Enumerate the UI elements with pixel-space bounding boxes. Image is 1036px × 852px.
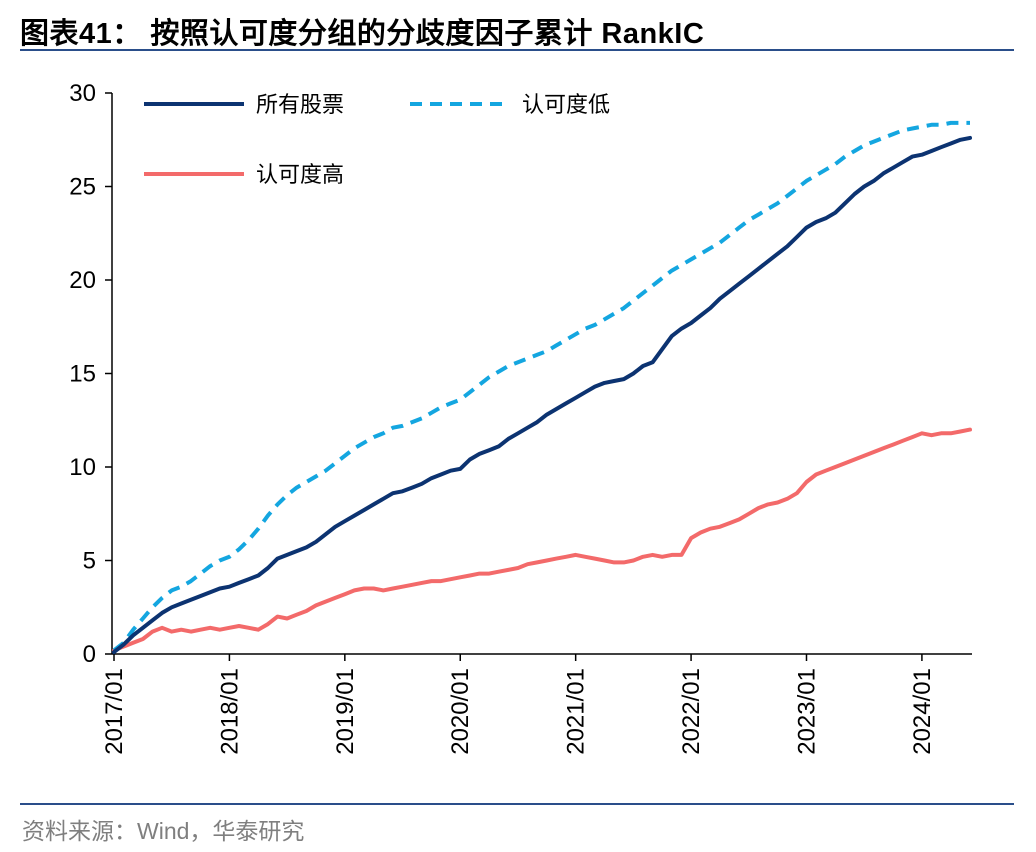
legend-label-3: 认可度高 bbox=[256, 163, 344, 188]
x-tick-label: 2017/01 bbox=[101, 668, 128, 755]
y-tick-label: 10 bbox=[69, 454, 96, 481]
x-tick-label: 2020/01 bbox=[447, 668, 474, 755]
x-tick-label: 2023/01 bbox=[793, 668, 820, 755]
legend-label-2: 认可度低 bbox=[522, 93, 610, 118]
chart-series bbox=[112, 120, 972, 655]
y-tick-label: 20 bbox=[69, 267, 96, 294]
source-note: 资料来源：Wind，华泰研究 bbox=[22, 818, 305, 844]
title-divider bbox=[20, 49, 1014, 51]
chart-axes: 0 5 10 15 20 25 30 2017/01 2018/01 2019/01 2020/01… bbox=[69, 80, 972, 755]
y-tick-label: 30 bbox=[69, 80, 96, 107]
x-tick-label: 2024/01 bbox=[909, 668, 936, 755]
chart-title: 图表41： 按照认可度分组的分歧度因子累计 RankIC bbox=[20, 18, 705, 50]
x-tick-label: 2022/01 bbox=[678, 668, 705, 755]
legend-label-1: 所有股票 bbox=[256, 93, 344, 118]
series-line-2 bbox=[112, 120, 970, 652]
y-tick-label: 15 bbox=[69, 361, 96, 388]
series-line-1 bbox=[112, 135, 972, 655]
source-divider bbox=[20, 803, 1014, 805]
x-tick-label: 2018/01 bbox=[216, 668, 243, 755]
y-tick-label: 25 bbox=[69, 174, 96, 201]
x-tick-label: 2019/01 bbox=[332, 668, 359, 755]
x-tick-label: 2021/01 bbox=[563, 668, 590, 755]
y-tick-label: 5 bbox=[83, 548, 96, 575]
y-tick-label: 0 bbox=[83, 641, 96, 668]
series-line-3 bbox=[112, 427, 972, 653]
